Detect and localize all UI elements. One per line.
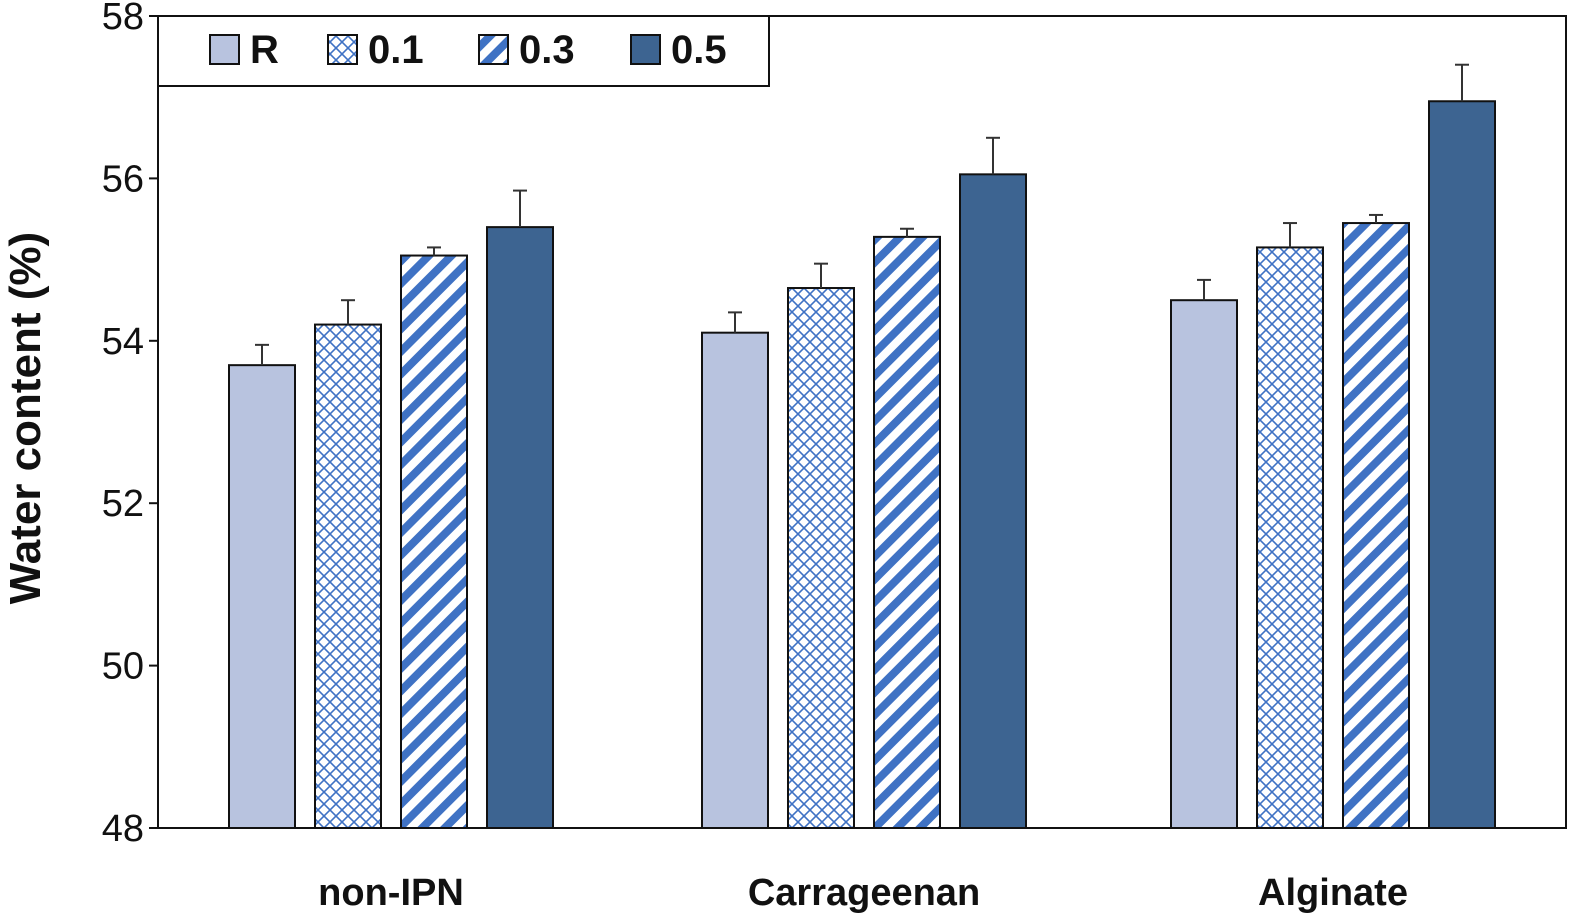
bar: [701, 331, 769, 829]
plot-frame: [157, 15, 1567, 829]
legend-box: [157, 15, 770, 87]
bar: [314, 323, 382, 829]
bar: [1342, 222, 1410, 829]
legend-label: 0.5: [671, 28, 727, 72]
bar: [486, 226, 554, 829]
bar: [1256, 246, 1324, 830]
legend-label: 0.3: [519, 28, 575, 72]
bar: [959, 173, 1027, 829]
legend-swatch: [478, 34, 509, 65]
y-tick-label: 52: [102, 483, 144, 525]
y-tick-label: 50: [102, 646, 144, 688]
legend-label: R: [250, 28, 279, 72]
legend-swatch: [327, 34, 358, 65]
bar: [787, 287, 855, 829]
y-tick-label: 54: [102, 321, 144, 363]
legend-swatch: [630, 34, 661, 65]
y-tick-label: 48: [102, 808, 144, 850]
legend-label: 0.1: [368, 28, 424, 72]
category-label: Alginate: [1258, 872, 1408, 914]
bar: [1170, 299, 1238, 829]
legend-swatch: [209, 34, 240, 65]
category-label: Carrageenan: [748, 872, 980, 914]
y-tick-label: 58: [102, 0, 144, 38]
bar: [228, 364, 296, 829]
bar: [400, 254, 468, 830]
bar: [873, 235, 941, 829]
category-label: non-IPN: [318, 872, 464, 914]
y-axis-title: Water content (%): [1, 232, 50, 604]
y-tick-label: 56: [102, 158, 144, 200]
bar: [1428, 100, 1496, 829]
